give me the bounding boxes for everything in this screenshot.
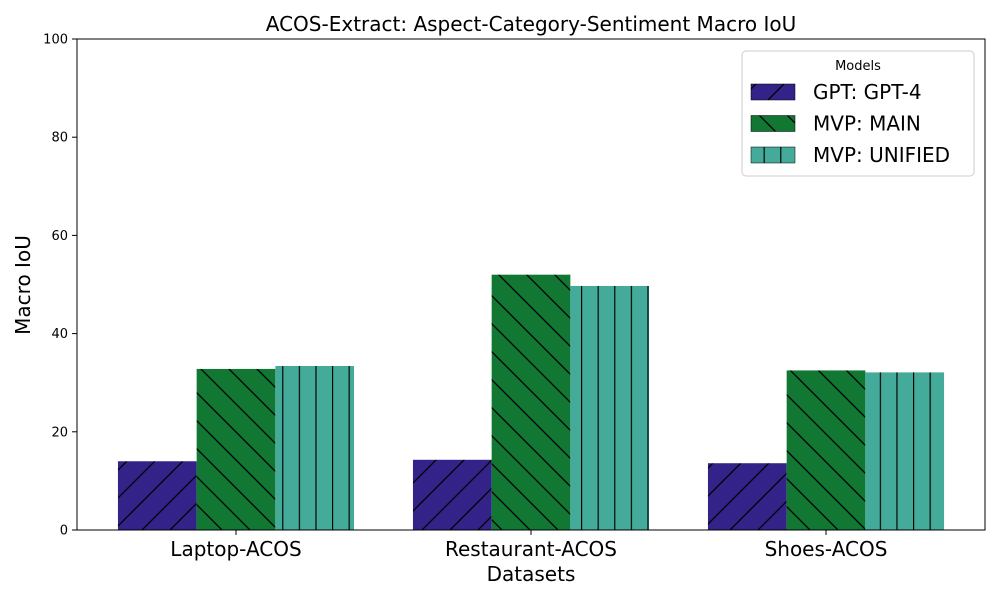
legend-swatch [750,115,796,132]
bar-mvp-unified-restaurant-acos [570,285,650,530]
y-tick-label: 20 [51,425,68,440]
bar-gpt-gpt-4-shoes-acos [707,463,787,530]
legend-label: GPT: GPT-4 [813,80,922,104]
x-axis: Laptop-ACOS Restaurant-ACOS Shoes-ACOS [170,530,887,561]
chart-title: ACOS-Extract: Aspect-Category-Sentiment … [266,12,796,36]
bar-mvp-unified-shoes-acos [865,372,945,530]
y-axis-label: Macro IoU [11,235,35,335]
y-axis: 0 20 40 60 80 100 [43,33,77,539]
legend-box [741,50,975,177]
legend-label: MVP: MAIN [813,112,921,136]
legend-swatch [750,83,796,101]
x-axis-label: Datasets [487,562,576,586]
y-tick-label: 100 [43,33,68,48]
bar-mvp-main-shoes-acos [786,370,866,530]
x-tick-label: Shoes-ACOS [765,537,888,561]
bar-gpt-gpt-4-laptop-acos [117,461,197,530]
legend-title: Models [835,59,881,74]
plot-frame [76,38,986,531]
y-tick-label: 60 [51,229,68,244]
x-tick-label: Restaurant-ACOS [445,537,617,561]
legend-label: MVP: UNIFIED [813,143,950,167]
bar-mvp-unified-laptop-acos [275,366,355,530]
bar-mvp-main-laptop-acos [196,368,276,530]
legend-swatch [750,146,796,164]
y-tick-label: 80 [51,131,68,146]
bars [117,274,945,530]
legend: Models GPT: GPT-4 MVP: MAIN MVP: UNIFIED [741,50,975,177]
bar-mvp-main-restaurant-acos [491,274,571,530]
y-tick-label: 40 [51,327,68,342]
y-tick-label: 0 [60,524,68,539]
bar-gpt-gpt-4-restaurant-acos [412,459,492,530]
x-tick-label: Laptop-ACOS [170,537,301,561]
